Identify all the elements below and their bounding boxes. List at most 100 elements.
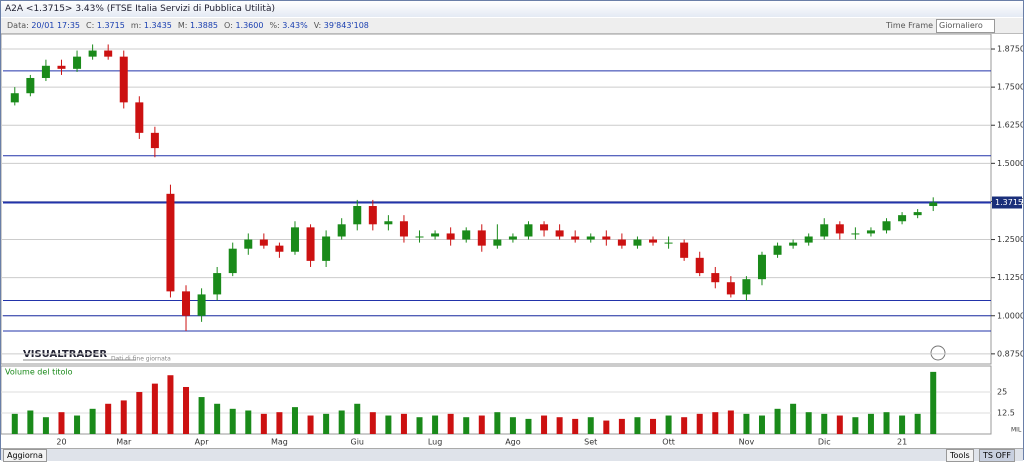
ts-button[interactable]: TS OFF (979, 449, 1016, 462)
info-field: %: 3.43% (269, 21, 307, 30)
volume-bar (229, 408, 236, 434)
candle-body (617, 239, 626, 246)
info-value: 20/01 17:35 (31, 21, 80, 30)
candle-body (633, 239, 642, 246)
volume-bar (432, 415, 439, 434)
volume-bar (291, 407, 298, 434)
volume-bar (74, 415, 81, 434)
y-tick-label: 1.7500 (997, 83, 1023, 92)
last-price-label: 1.3715 (995, 198, 1023, 207)
volume-bar (899, 415, 906, 434)
time-frame-select[interactable]: Giornaliero (936, 19, 995, 33)
title-bar: A2A <1.3715> 3.43% (FTSE Italia Servizi … (1, 1, 1023, 17)
volume-bar (338, 410, 345, 434)
candle-body (368, 206, 377, 225)
volume-bar (603, 420, 610, 434)
info-field: C: 1.3715 (86, 21, 125, 30)
candle-body (197, 294, 206, 316)
candle-body (166, 193, 175, 292)
volume-bar (400, 413, 407, 434)
info-label: C: (86, 21, 95, 30)
candle-body (182, 291, 191, 316)
candle-body (602, 236, 611, 240)
info-field: Data: 20/01 17:35 (7, 21, 80, 30)
info-label: M: (177, 21, 188, 30)
volume-bar (58, 412, 65, 434)
bottom-bar: Aggiorna Tools TS OFF (1, 448, 1023, 462)
x-tick-label: Apr (195, 438, 210, 447)
volume-bar (587, 417, 594, 434)
volume-bar (696, 413, 703, 434)
last-price-box (992, 196, 1022, 209)
volume-bar (369, 412, 376, 434)
volume-bar (198, 397, 205, 434)
candle-body (524, 224, 533, 237)
volume-bar (821, 413, 828, 434)
candle-body (104, 50, 113, 57)
candle-body (446, 233, 455, 240)
candle-body (898, 215, 907, 222)
volume-bar (214, 403, 221, 434)
volume-bar (245, 410, 252, 434)
candle-body (555, 230, 564, 237)
info-icon[interactable] (930, 345, 946, 361)
volume-bar (525, 418, 532, 434)
update-button[interactable]: Aggiorna (3, 449, 47, 462)
volume-bar (712, 412, 719, 434)
candle-body (804, 236, 813, 243)
candle-body (353, 206, 362, 225)
candle-body (41, 65, 50, 78)
logo: VISUALTRADER (23, 349, 107, 360)
candle-body (57, 65, 66, 69)
candle-body (571, 236, 580, 240)
x-tick-label: 20 (56, 438, 66, 447)
volume-bar (556, 417, 563, 434)
candle-body (680, 242, 689, 258)
logo-note: Dati di fine giornata (111, 356, 171, 363)
info-label: m: (130, 21, 142, 30)
candle-body (119, 56, 128, 103)
candle-body (773, 245, 782, 255)
y-tick-label: 1.0000 (997, 311, 1023, 320)
candle-body (135, 102, 144, 133)
candle-body (540, 224, 549, 231)
candle-body (306, 227, 315, 261)
y-tick-label: 1.2500 (997, 235, 1023, 244)
volume-bar (183, 386, 190, 434)
price-panel (1, 34, 992, 365)
volume-bar (105, 403, 112, 434)
info-value: 1.3435 (143, 21, 172, 30)
volume-bar (790, 403, 797, 434)
x-tick-label: Mar (116, 438, 132, 447)
volume-bar (852, 417, 859, 434)
candle-body (10, 93, 19, 103)
info-label: O: (224, 21, 233, 30)
x-tick-label: Set (584, 438, 597, 447)
candle-body (26, 77, 35, 94)
info-value: 39'843'108 (323, 21, 369, 30)
candle-body (789, 242, 798, 246)
volume-bar (541, 415, 548, 434)
candle-body (835, 224, 844, 234)
volume-unit: MIL (1011, 427, 1022, 434)
info-label: V: (313, 21, 322, 30)
title-text: A2A <1.3715> 3.43% (FTSE Italia Servizi … (5, 4, 275, 14)
candle-body (228, 248, 237, 274)
volume-bar (120, 400, 127, 434)
candle-body (929, 202, 938, 207)
candle-body (213, 273, 222, 295)
volume-bar (11, 413, 18, 434)
tools-button[interactable]: Tools (946, 449, 974, 462)
candle-body (337, 224, 346, 237)
chart: VISUALTRADER Dati di fine giornata Volum… (1, 34, 1023, 447)
volume-bar (634, 417, 641, 434)
candle-body (244, 239, 253, 249)
candle-body (820, 224, 829, 237)
volume-bar (727, 410, 734, 434)
volume-bar (914, 413, 921, 434)
candle-body (477, 230, 486, 246)
candle-body (664, 242, 673, 244)
volume-bar (743, 413, 750, 434)
y-tick-label: 1.6250 (997, 121, 1023, 130)
